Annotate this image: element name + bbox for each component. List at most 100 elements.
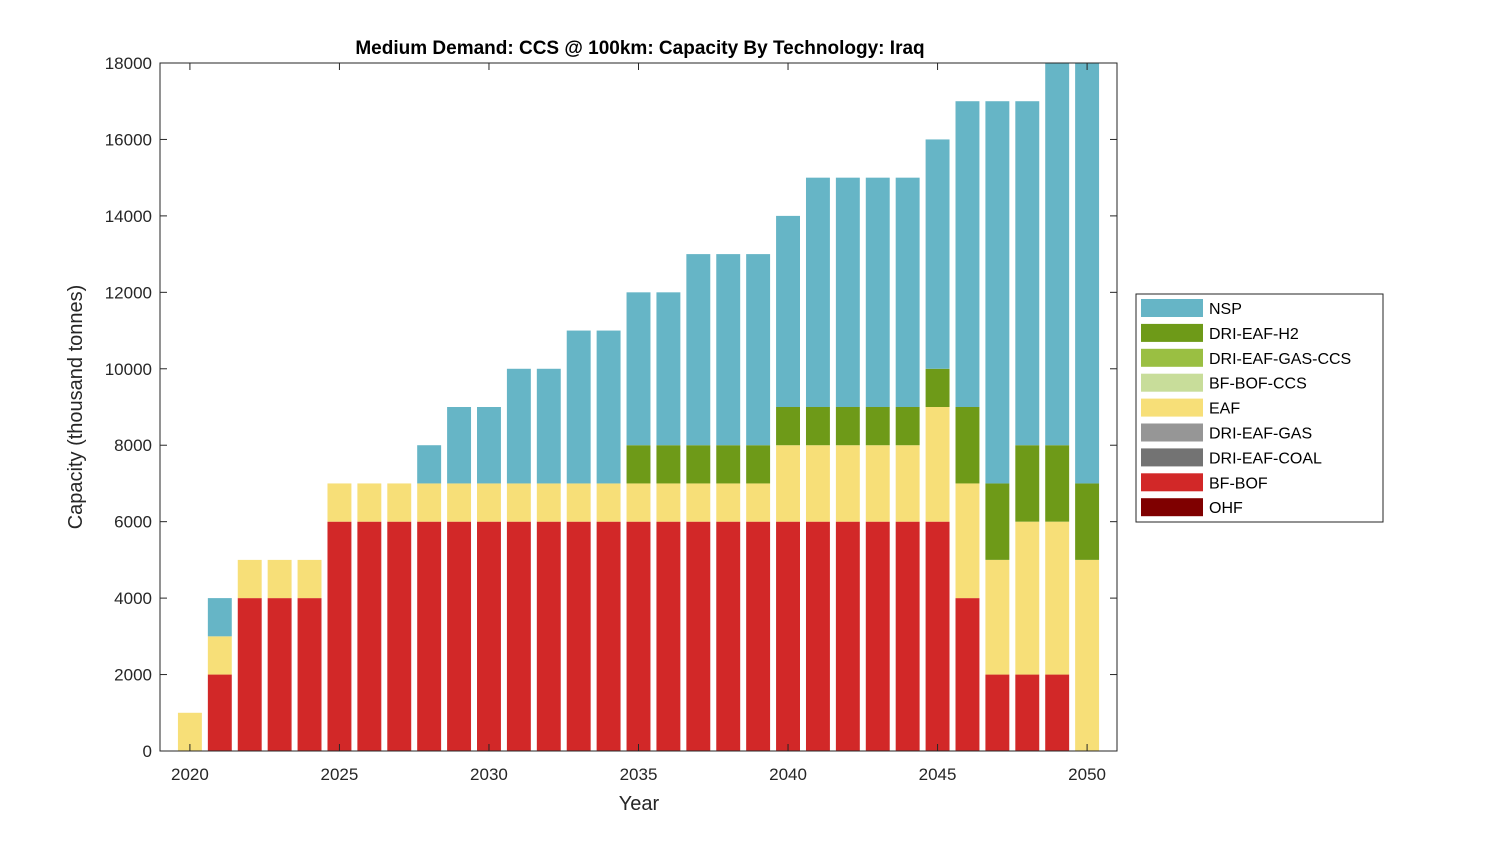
x-tick-label: 2050 (1068, 765, 1106, 784)
bar-segment-eaf-2022 (237, 559, 262, 599)
x-tick-label: 2035 (620, 765, 658, 784)
bar-segment-bf-bof-2036 (656, 521, 681, 751)
legend-swatch-ohf (1141, 498, 1203, 517)
bar-segment-bf-bof-2033 (566, 521, 591, 751)
bar-segment-nsp-2028 (417, 445, 442, 484)
bar-segment-nsp-2044 (895, 177, 920, 407)
bar-segment-bf-bof-2047 (985, 674, 1010, 751)
bar-segment-dri-eaf-h2-2050 (1075, 483, 1100, 560)
bar-segment-bf-bof-2035 (626, 521, 651, 751)
legend-swatch-dri-eaf-h2 (1141, 323, 1203, 342)
bar-segment-bf-bof-2030 (477, 521, 501, 751)
legend-label-dri-eaf-h2: DRI-EAF-H2 (1209, 326, 1299, 343)
bar-segment-eaf-2048 (1015, 521, 1040, 675)
bar-segment-dri-eaf-h2-2044 (895, 407, 920, 446)
y-tick-label: 0 (143, 742, 152, 761)
bar-segment-bf-bof-2037 (686, 521, 711, 751)
bar-segment-eaf-2046 (955, 483, 980, 599)
bar-segment-eaf-2035 (626, 483, 651, 522)
legend-swatch-dri-eaf-gas (1141, 423, 1203, 442)
bar-segment-nsp-2035 (626, 292, 651, 446)
bar-segment-bf-bof-2044 (895, 521, 920, 751)
y-tick-label: 16000 (105, 130, 152, 149)
bar-segment-nsp-2033 (566, 330, 591, 484)
bar-segment-dri-eaf-h2-2047 (985, 483, 1010, 560)
bar-segment-nsp-2037 (686, 254, 711, 446)
bar-segment-bf-bof-2024 (297, 598, 322, 751)
y-tick-label: 18000 (105, 54, 152, 73)
bar-segment-eaf-2037 (686, 483, 711, 522)
bar-segment-bf-bof-2042 (835, 521, 860, 751)
legend-label-ohf: OHF (1209, 500, 1243, 517)
y-axis-label: Capacity (thousand tonnes) (65, 285, 87, 530)
bar-segment-dri-eaf-h2-2042 (835, 407, 860, 446)
x-tick-label: 2030 (470, 765, 508, 784)
bar-segment-dri-eaf-h2-2040 (776, 407, 800, 446)
bar-segment-bf-bof-2040 (776, 521, 800, 751)
bar-segment-nsp-2032 (536, 368, 561, 484)
bar-segment-eaf-2049 (1045, 521, 1070, 675)
bar-segment-nsp-2029 (447, 407, 472, 484)
y-tick-label: 8000 (114, 436, 152, 455)
bar-segment-bf-bof-2031 (506, 521, 531, 751)
bar-segment-bf-bof-2022 (237, 598, 262, 751)
bar-segment-bf-bof-2039 (746, 521, 771, 751)
bar-segment-eaf-2041 (805, 445, 830, 522)
bar-segment-nsp-2050 (1075, 63, 1100, 484)
bar-segment-eaf-2044 (895, 445, 920, 522)
y-tick-label: 14000 (105, 207, 152, 226)
bar-segment-eaf-2029 (447, 483, 472, 522)
x-tick-label: 2020 (171, 765, 209, 784)
bar-segment-bf-bof-2023 (267, 598, 292, 751)
bar-layer (177, 63, 1100, 751)
bar-segment-bf-bof-2045 (925, 521, 950, 751)
bar-segment-eaf-2026 (357, 483, 382, 522)
bar-segment-bf-bof-2041 (805, 521, 830, 751)
legend-swatch-eaf (1141, 398, 1203, 417)
bar-segment-nsp-2048 (1015, 101, 1040, 446)
x-axis-ticks: 2020 2025 2030 2035 2040 2045 2050 (171, 63, 1106, 784)
bar-segment-nsp-2043 (865, 177, 890, 407)
bar-segment-bf-bof-2026 (357, 521, 382, 751)
bar-segment-eaf-2031 (506, 483, 531, 522)
legend-swatch-dri-eaf-coal (1141, 448, 1203, 467)
bar-segment-eaf-2025 (327, 483, 352, 522)
bar-segment-eaf-2039 (746, 483, 771, 522)
bar-segment-bf-bof-2049 (1045, 674, 1070, 751)
legend-label-dri-eaf-coal: DRI-EAF-COAL (1209, 450, 1322, 467)
bar-segment-eaf-2020 (177, 712, 202, 751)
bar-segment-nsp-2021 (207, 598, 232, 637)
legend-label-dri-eaf-gas-ccs: DRI-EAF-GAS-CCS (1209, 351, 1351, 368)
bar-segment-eaf-2042 (835, 445, 860, 522)
y-tick-label: 2000 (114, 666, 152, 685)
bar-segment-dri-eaf-h2-2049 (1045, 445, 1070, 522)
bar-segment-eaf-2033 (566, 483, 591, 522)
bar-segment-eaf-2021 (207, 636, 232, 675)
bar-segment-bf-bof-2034 (596, 521, 621, 751)
bar-segment-nsp-2041 (805, 177, 830, 407)
legend-swatch-bf-bof (1141, 473, 1203, 492)
bar-segment-dri-eaf-h2-2036 (656, 445, 681, 484)
bar-segment-bf-bof-2046 (955, 598, 980, 751)
legend-swatch-bf-bof-ccs (1141, 373, 1203, 392)
x-tick-label: 2040 (769, 765, 807, 784)
bar-segment-eaf-2027 (387, 483, 412, 522)
bar-segment-bf-bof-2021 (207, 674, 232, 751)
bar-segment-nsp-2045 (925, 139, 950, 369)
bar-segment-dri-eaf-h2-2048 (1015, 445, 1040, 522)
bar-segment-bf-bof-2029 (447, 521, 472, 751)
bar-segment-eaf-2028 (417, 483, 442, 522)
bar-segment-eaf-2038 (716, 483, 741, 522)
bar-segment-nsp-2039 (746, 254, 771, 446)
bar-segment-nsp-2031 (506, 368, 531, 484)
bar-segment-nsp-2049 (1045, 63, 1070, 446)
bar-segment-eaf-2045 (925, 407, 950, 522)
bar-segment-bf-bof-2043 (865, 521, 890, 751)
bar-segment-eaf-2030 (477, 483, 501, 522)
bar-segment-eaf-2047 (985, 559, 1010, 675)
legend-label-nsp: NSP (1209, 301, 1242, 318)
bar-segment-nsp-2047 (985, 101, 1010, 484)
legend: NSP DRI-EAF-H2 DRI-EAF-GAS-CCS BF-BOF-CCS EA… (1135, 293, 1384, 523)
x-tick-label: 2025 (321, 765, 359, 784)
